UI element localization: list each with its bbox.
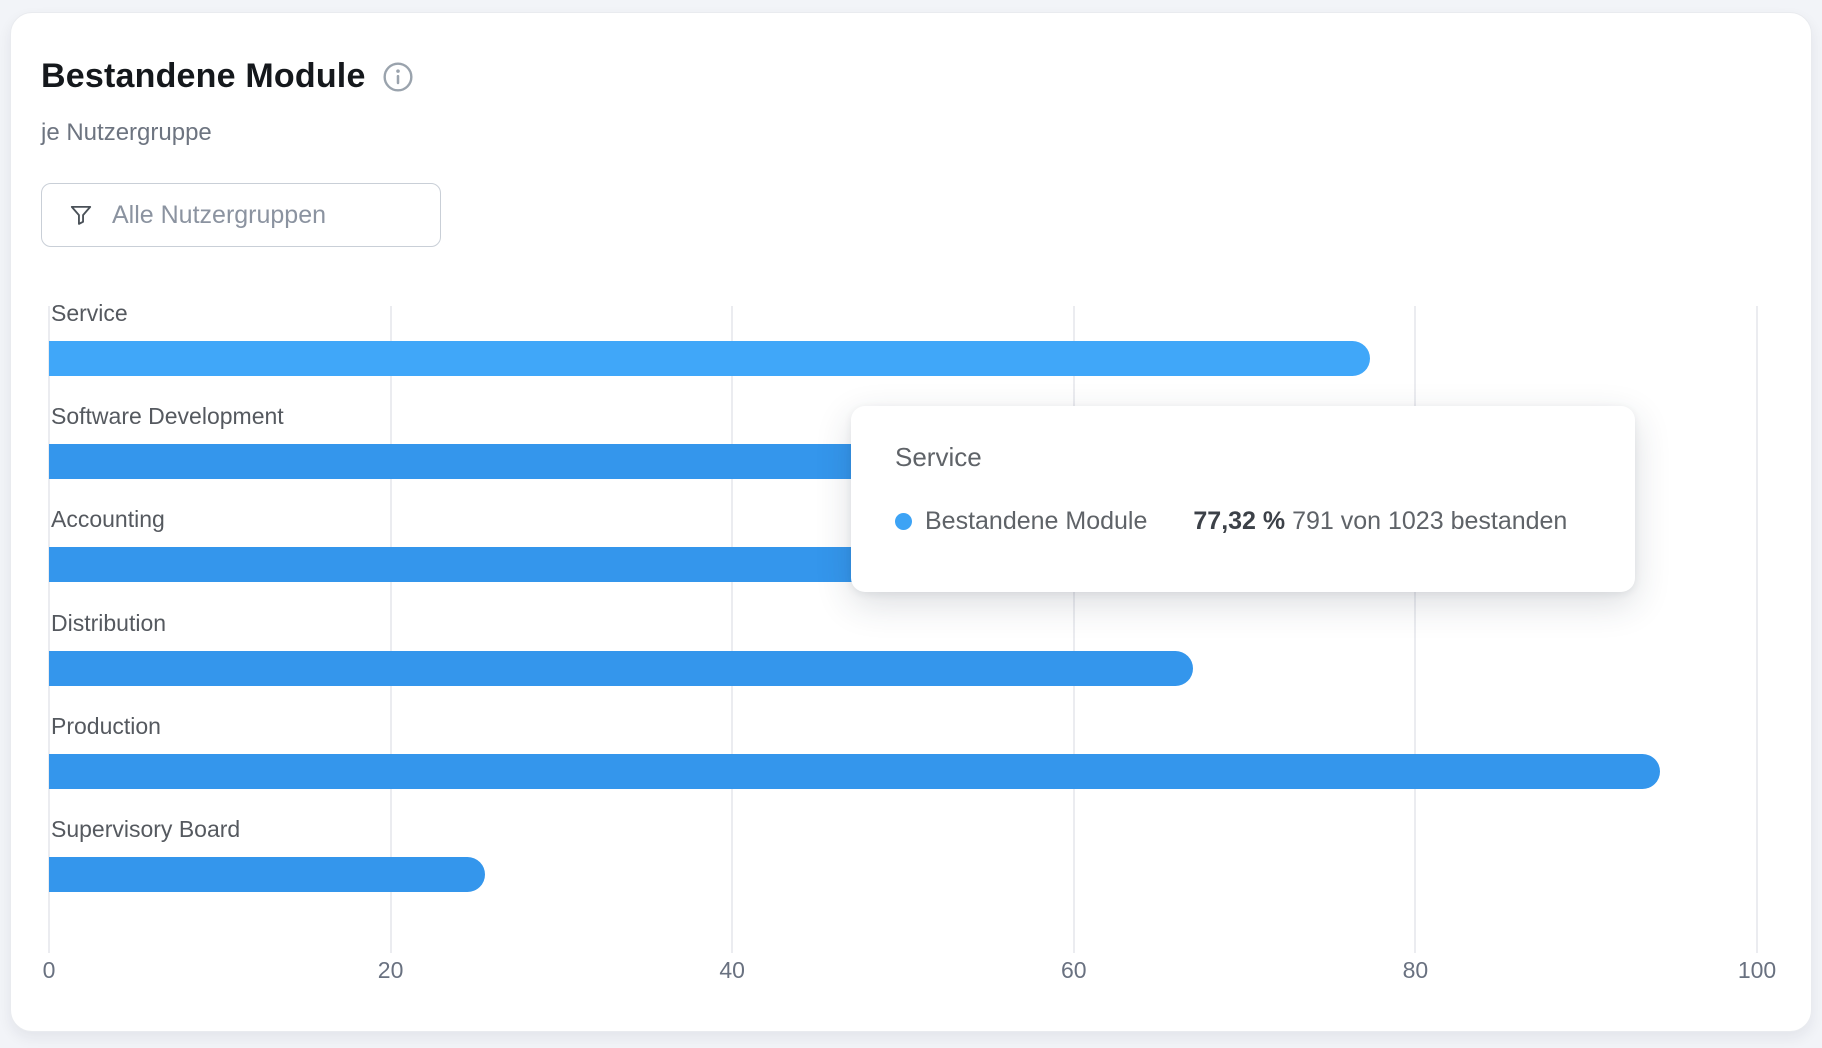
chart-tooltip: Service Bestandene Module 77,32 % 791 vo…	[851, 406, 1635, 592]
x-axis: 0 20 40 60 80 100	[43, 957, 1777, 987]
x-tick-label: 0	[42, 957, 56, 983]
x-tick-label: 80	[1402, 957, 1429, 983]
bar-label: Accounting	[51, 506, 165, 533]
bar-distribution[interactable]	[49, 650, 1194, 686]
funnel-icon	[68, 202, 94, 228]
gridline	[389, 306, 392, 953]
gridlines	[48, 306, 1758, 953]
bar-label: Distribution	[51, 609, 167, 636]
tooltip-value: 77,32 % 791 von 1023 bestanden	[1193, 507, 1567, 536]
gridline	[731, 306, 734, 953]
x-tick-label: 60	[1061, 957, 1087, 983]
chart-title: Bestandene Module	[41, 57, 366, 95]
bar-supervisory-board[interactable]	[49, 857, 485, 892]
user-group-filter-button[interactable]: Alle Nutzergruppen	[41, 183, 441, 247]
info-icon[interactable]	[382, 61, 414, 93]
tooltip-row: Bestandene Module 77,32 % 791 von 1023 b…	[895, 507, 1591, 536]
gridline	[1414, 306, 1417, 953]
tooltip-series-label: Bestandene Module	[925, 507, 1148, 535]
chart-subtitle: je Nutzergruppe	[41, 119, 212, 146]
gridline	[1756, 306, 1758, 953]
card-header: Bestandene Module	[41, 57, 414, 96]
tooltip-detail: 791 von 1023 bestanden	[1292, 507, 1568, 535]
x-tick-label: 20	[377, 957, 404, 983]
filter-placeholder: Alle Nutzergruppen	[112, 200, 327, 229]
series-dot-icon	[895, 513, 912, 530]
bar-production[interactable]	[49, 753, 1660, 789]
bar-label: Production	[51, 712, 161, 739]
bar-label: Software Development	[51, 403, 284, 430]
chart-card: Bestandene Module je Nutzergruppe Alle N…	[10, 12, 1812, 1032]
x-tick-label: 40	[719, 957, 745, 983]
tooltip-percent: 77,32 %	[1193, 507, 1286, 535]
gridline	[48, 306, 50, 953]
bar-service[interactable]	[49, 341, 1370, 376]
gridline	[1072, 306, 1075, 953]
tooltip-title: Service	[895, 442, 982, 472]
x-tick-label: 100	[1737, 957, 1777, 983]
bar-label: Supervisory Board	[51, 816, 241, 842]
bar-label: Service	[51, 300, 128, 326]
